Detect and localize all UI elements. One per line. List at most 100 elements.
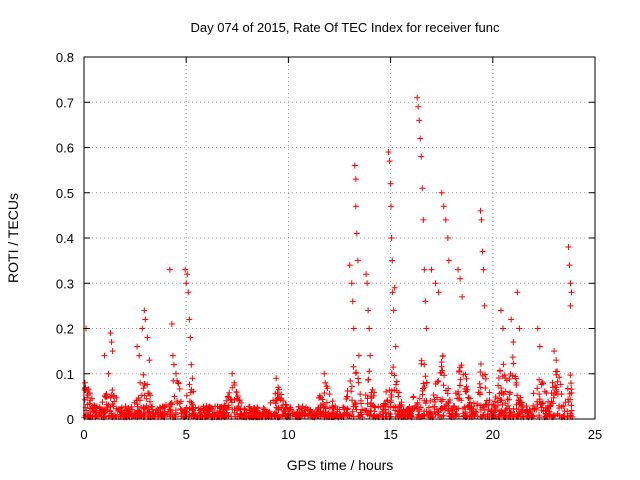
noise-point bbox=[108, 391, 115, 398]
noise-point bbox=[93, 403, 100, 410]
noise-point bbox=[219, 413, 226, 420]
data-point bbox=[84, 388, 91, 395]
noise-point bbox=[565, 398, 572, 405]
noise-point bbox=[84, 394, 91, 401]
noise-point bbox=[146, 398, 153, 405]
noise-point bbox=[134, 403, 141, 410]
noise-point bbox=[556, 405, 563, 412]
data-point bbox=[508, 316, 515, 323]
noise-point bbox=[203, 412, 210, 419]
noise-point bbox=[317, 413, 324, 420]
data-point bbox=[349, 298, 356, 305]
noise-point bbox=[229, 406, 236, 413]
data-point bbox=[184, 271, 191, 278]
noise-point bbox=[321, 390, 328, 397]
noise-point bbox=[181, 407, 188, 414]
data-point bbox=[428, 266, 435, 273]
noise-point bbox=[502, 388, 509, 395]
noise-point bbox=[362, 407, 369, 414]
noise-point bbox=[422, 400, 429, 407]
data-point bbox=[107, 330, 114, 337]
noise-point bbox=[326, 404, 333, 411]
data-point bbox=[388, 203, 395, 210]
noise-point bbox=[376, 411, 383, 418]
data-point bbox=[365, 307, 372, 314]
noise-point bbox=[362, 392, 369, 399]
noise-point bbox=[183, 392, 190, 399]
noise-point bbox=[472, 408, 479, 415]
noise-point bbox=[348, 383, 355, 390]
noise-point bbox=[190, 404, 197, 411]
data-point bbox=[367, 352, 374, 359]
noise-point bbox=[110, 403, 117, 410]
noise-point bbox=[141, 382, 148, 389]
data-point bbox=[565, 244, 572, 251]
noise-point bbox=[456, 382, 463, 389]
noise-point bbox=[509, 354, 516, 361]
noise-point bbox=[448, 412, 455, 419]
noise-point bbox=[281, 408, 288, 415]
noise-point bbox=[467, 404, 474, 411]
noise-point bbox=[161, 404, 168, 411]
noise-point bbox=[238, 399, 245, 406]
y-tick-label: 0 bbox=[67, 412, 74, 427]
noise-point bbox=[549, 384, 556, 391]
x-axis-label: GPS time / hours bbox=[287, 457, 394, 473]
noise-point bbox=[461, 385, 468, 392]
noise-point bbox=[568, 407, 575, 414]
data-point bbox=[536, 343, 543, 350]
noise-point bbox=[539, 380, 546, 387]
noise-point bbox=[419, 385, 426, 392]
noise-point bbox=[383, 388, 390, 395]
noise-point bbox=[510, 405, 517, 412]
data-point bbox=[390, 307, 397, 314]
data-point bbox=[172, 370, 179, 377]
noise-point bbox=[418, 413, 425, 420]
noise-point bbox=[359, 406, 366, 413]
noise-point bbox=[357, 391, 364, 398]
data-point bbox=[440, 203, 447, 210]
noise-point bbox=[217, 405, 224, 412]
data-point bbox=[516, 325, 523, 332]
noise-point bbox=[332, 402, 339, 409]
noise-point bbox=[364, 395, 371, 402]
noise-point bbox=[215, 412, 222, 419]
data-point bbox=[567, 280, 574, 287]
noise-point bbox=[159, 405, 166, 412]
noise-point bbox=[504, 402, 511, 409]
noise-point bbox=[554, 378, 561, 385]
data-point bbox=[455, 266, 462, 273]
noise-point bbox=[140, 385, 147, 392]
noise-point bbox=[408, 405, 415, 412]
noise-point bbox=[86, 400, 93, 407]
noise-point bbox=[322, 405, 329, 412]
noise-point bbox=[272, 397, 279, 404]
data-point bbox=[350, 325, 357, 332]
noise-point bbox=[568, 402, 575, 409]
data-point bbox=[568, 289, 575, 296]
noise-point bbox=[304, 406, 311, 413]
noise-point bbox=[109, 387, 116, 394]
noise-point bbox=[430, 403, 437, 410]
noise-point bbox=[498, 389, 505, 396]
noise-point bbox=[416, 406, 423, 413]
noise-point bbox=[222, 405, 229, 412]
data-point bbox=[567, 302, 574, 309]
noise-point bbox=[456, 367, 463, 374]
data-point bbox=[457, 275, 464, 282]
data-points-layer bbox=[81, 94, 576, 421]
noise-point bbox=[427, 409, 434, 416]
noise-point bbox=[166, 403, 173, 410]
noise-point bbox=[95, 412, 102, 419]
data-point bbox=[480, 266, 487, 273]
noise-point bbox=[474, 400, 481, 407]
noise-point bbox=[457, 364, 464, 371]
noise-point bbox=[517, 399, 524, 406]
noise-point bbox=[176, 385, 183, 392]
data-point bbox=[141, 307, 148, 314]
x-tick-label: 15 bbox=[383, 427, 397, 442]
y-axis-label: ROTI / TECUs bbox=[5, 193, 21, 283]
noise-point bbox=[208, 404, 215, 411]
noise-point bbox=[349, 408, 356, 415]
noise-point bbox=[402, 409, 409, 416]
